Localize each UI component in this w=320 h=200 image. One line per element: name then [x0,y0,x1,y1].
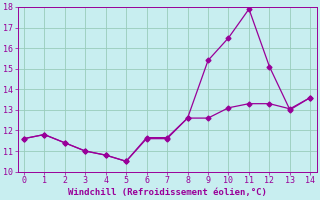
X-axis label: Windchill (Refroidissement éolien,°C): Windchill (Refroidissement éolien,°C) [68,188,267,197]
